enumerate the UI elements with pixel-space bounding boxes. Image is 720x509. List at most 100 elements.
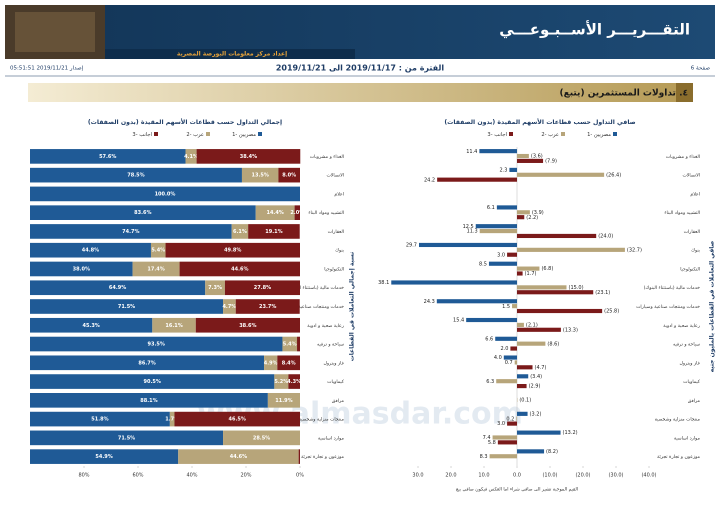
- value-label: 8.0%: [282, 173, 296, 179]
- value-label: 11.9%: [275, 398, 292, 404]
- bar: [507, 252, 517, 257]
- value-label: 5.4%: [151, 248, 165, 254]
- bar: [517, 153, 529, 159]
- bar-segment: [224, 280, 300, 296]
- bar-segment: [30, 224, 232, 239]
- value-label: 2.0: [500, 346, 508, 352]
- value-label: 19.1%: [265, 229, 282, 235]
- category-label: موارد اساسية: [318, 436, 345, 441]
- value-label: 93.5%: [148, 342, 165, 348]
- value-label: (4.7): [535, 365, 547, 371]
- legend-label: مصريين -1: [587, 132, 611, 138]
- value-label: 83.6%: [134, 210, 151, 216]
- value-label: 8.5: [479, 261, 487, 267]
- value-label: (25.8): [604, 309, 619, 315]
- bar-segment: [30, 336, 283, 352]
- value-label: 3.0: [497, 252, 505, 258]
- bar-segment: [267, 393, 300, 408]
- bar-segment: [30, 242, 151, 258]
- category-label: التشييد ومواد البناء: [308, 211, 344, 216]
- category-label: رعاية صحية و ادوية: [663, 324, 700, 329]
- value-label: (3.4): [530, 374, 542, 380]
- bar: [503, 355, 517, 360]
- value-label: 38.6%: [239, 323, 256, 329]
- x-tick-label: 10.0: [478, 473, 489, 479]
- bar: [437, 177, 517, 182]
- value-label: 0.7: [505, 360, 513, 366]
- x-tick-label: (30.0): [608, 473, 623, 479]
- value-label: (8.6): [547, 341, 559, 347]
- category-label: منتجات منزلية وشخصية: [299, 418, 345, 423]
- x-tick-label: 0.0: [513, 473, 521, 479]
- value-label: 2.3: [499, 168, 507, 174]
- value-label: 38.0%: [73, 266, 90, 272]
- value-label: 12.5: [463, 224, 474, 230]
- value-label: 3.0: [497, 421, 505, 427]
- bar: [479, 149, 517, 154]
- value-label: 4.3%: [287, 379, 301, 385]
- category-label: التكنولوجيا: [680, 266, 700, 272]
- y-axis-label: صافي التعاملات في القطاعات بالمليون جنيه: [709, 240, 716, 372]
- value-label: 15.4: [453, 318, 464, 324]
- report-subtitle: إعداد مركز معلومات البورصة المصرية: [177, 51, 287, 58]
- value-label: 88.1%: [140, 398, 157, 404]
- bar: [466, 317, 517, 323]
- category-label: خدمات مالية (باستثناء البنوك): [288, 285, 345, 291]
- bar-segment: [30, 261, 133, 277]
- x-tick-label: (20.0): [575, 473, 590, 479]
- bar: [496, 205, 517, 210]
- value-label: 5.2%: [274, 379, 288, 385]
- bar-segment: [30, 205, 256, 220]
- value-label: (6.8): [541, 266, 553, 272]
- value-label: 16.1%: [165, 323, 182, 329]
- x-tick-label: 30.0: [412, 473, 423, 479]
- x-tick-label: 20.0: [445, 473, 456, 479]
- value-label: 38.1: [378, 280, 389, 286]
- section-marker: [676, 83, 693, 102]
- bar-segment: [152, 317, 196, 333]
- category-label: العقارات: [328, 230, 344, 235]
- value-label: 0.2: [506, 416, 514, 422]
- bar-segment: [195, 317, 300, 333]
- subtitle-strip: [105, 49, 355, 59]
- y-axis-label: نسبة إجمالي التعاملات في القطاعات: [349, 252, 356, 362]
- legend-label: مصريين -1: [232, 132, 256, 138]
- legend-label: عرب -2: [186, 132, 204, 138]
- value-label: (24.0): [598, 234, 613, 240]
- value-label: 4.1%: [184, 154, 198, 160]
- bar-segment: [30, 430, 224, 446]
- bar-segment: [241, 167, 279, 183]
- x-tick-label: (10.0): [542, 473, 557, 479]
- bar: [517, 158, 544, 163]
- value-label: 24.2: [424, 177, 435, 183]
- bar: [514, 360, 517, 365]
- category-label: مرافق: [332, 399, 345, 404]
- bar-segment: [196, 149, 301, 164]
- value-label: 28.5%: [253, 435, 270, 441]
- section-title: ٤. تداولات المستثمرين (يتبع): [559, 89, 688, 99]
- bar: [517, 411, 528, 416]
- chart-note: القيم الموجبة تشير الى صافي شراء اما الع…: [456, 487, 578, 493]
- category-label: سياحة و ترفيه: [317, 343, 344, 348]
- value-label: 51.8%: [91, 417, 108, 423]
- x-tick-label: 40%: [186, 473, 197, 479]
- legend-label: اجانب -3: [132, 132, 152, 138]
- x-tick-label: (40.0): [641, 473, 656, 479]
- bar-segment: [274, 374, 289, 389]
- bar-segment: [30, 449, 179, 464]
- value-label: 46.5%: [229, 417, 246, 423]
- bar-segment: [231, 224, 249, 239]
- bar-segment: [298, 449, 300, 464]
- value-label: (3.2): [530, 411, 542, 417]
- value-label: 90.5%: [143, 379, 160, 385]
- bar: [517, 322, 524, 327]
- value-label: 4.7%: [222, 304, 236, 310]
- category-label: مرافق: [688, 399, 701, 404]
- bar-segment: [185, 149, 197, 164]
- category-label: كيماويات: [327, 379, 345, 385]
- bar: [507, 421, 517, 426]
- bar: [517, 383, 527, 389]
- bar: [517, 172, 605, 177]
